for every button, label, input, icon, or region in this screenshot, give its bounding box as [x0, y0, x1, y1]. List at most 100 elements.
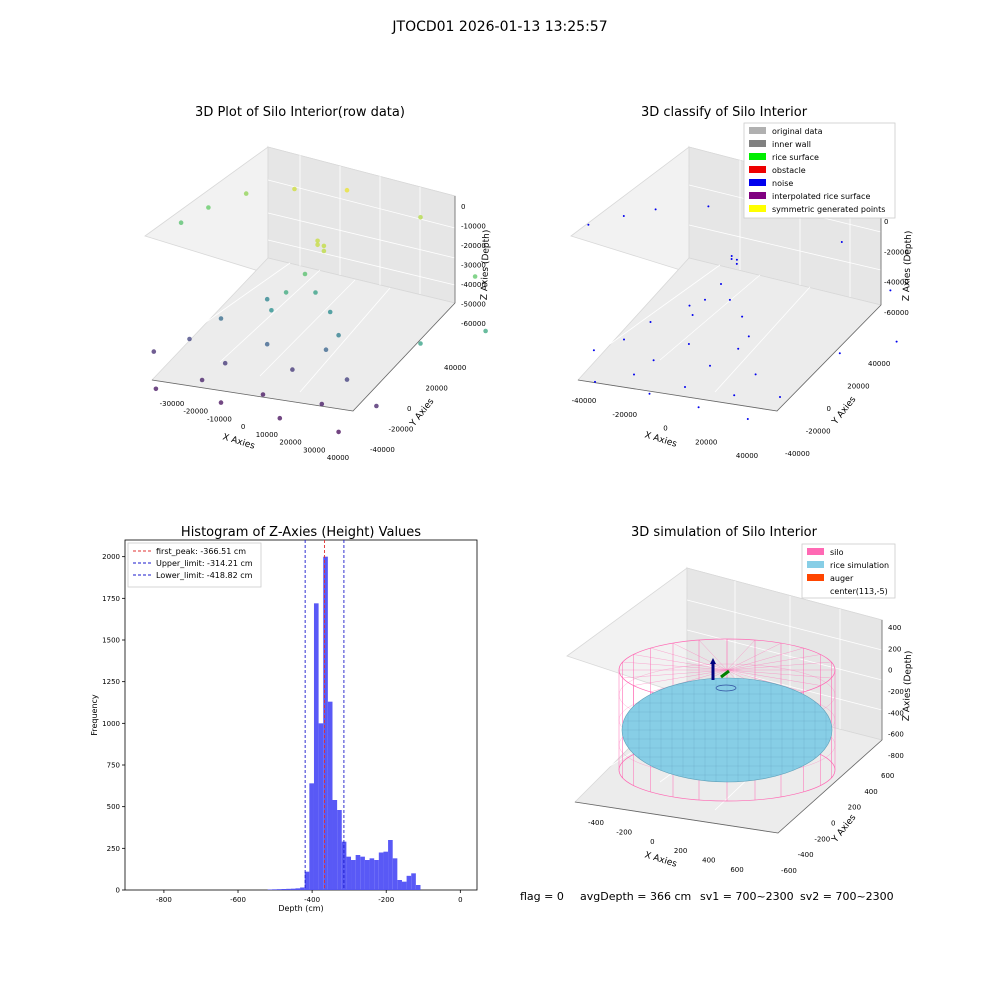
legend-label: original data: [772, 127, 823, 136]
noise-point: [709, 364, 711, 367]
data-point: [336, 332, 341, 338]
tick-label: -20000: [183, 408, 208, 416]
noise-point: [704, 298, 706, 301]
noise-point: [840, 241, 843, 243]
x-tick-label: -600: [230, 896, 246, 904]
legend-swatch: [807, 561, 824, 568]
data-point: [321, 243, 327, 249]
noise-point: [697, 406, 700, 409]
noise-point: [587, 223, 590, 226]
histogram-xlabel: Depth (cm): [278, 904, 323, 913]
data-point: [269, 308, 274, 313]
histogram-bar: [392, 858, 398, 890]
noise-point: [730, 258, 733, 260]
tick-label: 10000: [256, 431, 278, 439]
tick-label: 20000: [695, 438, 717, 446]
data-point: [319, 401, 325, 407]
histogram-bar: [300, 887, 305, 890]
rice-surface: [621, 677, 833, 783]
silo-roof-spoke: [622, 669, 728, 679]
classify-legend: original data inner wall rice surface obsta…: [743, 122, 896, 219]
noise-point: [648, 392, 651, 395]
noise-point: [654, 208, 657, 211]
noise-point: [594, 380, 596, 383]
noise-point: [728, 298, 731, 301]
classify-plot-x-ticks: -40000 -20000 0 20000 40000: [572, 397, 759, 460]
data-point: [277, 415, 283, 421]
tick-label: 0: [884, 218, 888, 226]
legend-label: Upper_limit: -314.21 cm: [156, 559, 253, 568]
data-point: [418, 215, 423, 220]
avg-depth-text: avgDepth = 366 cm: [580, 890, 691, 903]
histogram-bar: [383, 851, 389, 890]
data-point: [418, 341, 423, 346]
tick-label: -800: [888, 752, 904, 760]
noise-point: [746, 418, 749, 420]
legend-label: obstacle: [772, 166, 806, 175]
histogram-bar: [327, 701, 333, 890]
simulation-legend: silo rice simulation auger center(113,-5): [801, 543, 896, 599]
x-tick-label: -800: [156, 896, 172, 904]
legend-swatch: [749, 153, 766, 160]
histogram-bar: [309, 783, 314, 890]
raw-plot-title: 3D Plot of Silo Interior(row data): [195, 105, 405, 120]
tick-label: 0: [461, 203, 465, 211]
classify-plot-xlabel: X Axies: [643, 430, 678, 449]
noise-point: [622, 215, 625, 217]
histogram-y-ticks: 0 250 500 750 1000 1250 1500 1750 2000: [102, 553, 125, 895]
noise-point: [754, 373, 757, 376]
tick-label: -10000: [207, 415, 232, 423]
data-point: [187, 336, 192, 342]
tick-label: -400: [888, 709, 904, 717]
legend-swatch: [749, 205, 766, 212]
tick-label: 200: [888, 645, 901, 653]
silo-roof-spoke: [726, 647, 804, 671]
tick-label: -30000: [160, 400, 185, 408]
raw-plot-panes: [144, 145, 456, 413]
flag-text: flag = 0: [520, 890, 564, 903]
classify-3d-plot: 3D classify of Silo Interior -40000 -2000…: [570, 105, 914, 460]
silo-roof-spoke: [726, 661, 832, 671]
legend-label: noise: [772, 179, 793, 188]
silo-roof-spoke: [633, 669, 728, 686]
tick-label: -20000: [461, 242, 486, 250]
classify-plot-points: [587, 205, 898, 420]
histogram-bar: [355, 855, 361, 890]
tick-label: 40000: [444, 364, 466, 372]
tick-label: -40000: [572, 397, 597, 405]
noise-point: [623, 338, 625, 341]
tick-label: -50000: [461, 301, 486, 309]
data-point: [344, 187, 350, 193]
tick-label: 400: [864, 788, 877, 796]
tick-label: -400: [588, 819, 604, 827]
noise-point: [684, 386, 686, 388]
histogram-bar: [304, 871, 310, 890]
data-point: [315, 242, 320, 248]
x-tick-label: -400: [304, 896, 320, 904]
noise-point: [688, 304, 691, 307]
tick-label: 0: [407, 405, 411, 413]
silo-roof-spoke: [633, 654, 728, 671]
noise-point: [592, 349, 595, 352]
data-point: [199, 377, 205, 383]
noise-point: [735, 262, 738, 265]
classify-plot-z-ticks: 0 -20000 -40000 -60000: [884, 218, 909, 317]
data-point: [260, 392, 266, 397]
histogram-title: Histogram of Z-Axies (Height) Values: [181, 525, 421, 540]
silo-roof-spoke: [672, 643, 728, 671]
histogram-bar: [332, 800, 338, 890]
data-point: [483, 328, 488, 334]
histogram-bar: [378, 852, 384, 890]
data-point: [206, 205, 211, 210]
noise-point: [889, 289, 892, 292]
noise-point: [691, 314, 694, 316]
tick-label: -600: [781, 867, 797, 875]
histogram-bar: [364, 860, 370, 890]
silo-roof-spoke: [726, 654, 821, 671]
tick-label: 0: [888, 667, 892, 675]
legend-swatch: [749, 192, 766, 199]
depth-histogram: Histogram of Z-Axies (Height) Values -80…: [90, 525, 478, 913]
noise-point: [737, 347, 740, 350]
